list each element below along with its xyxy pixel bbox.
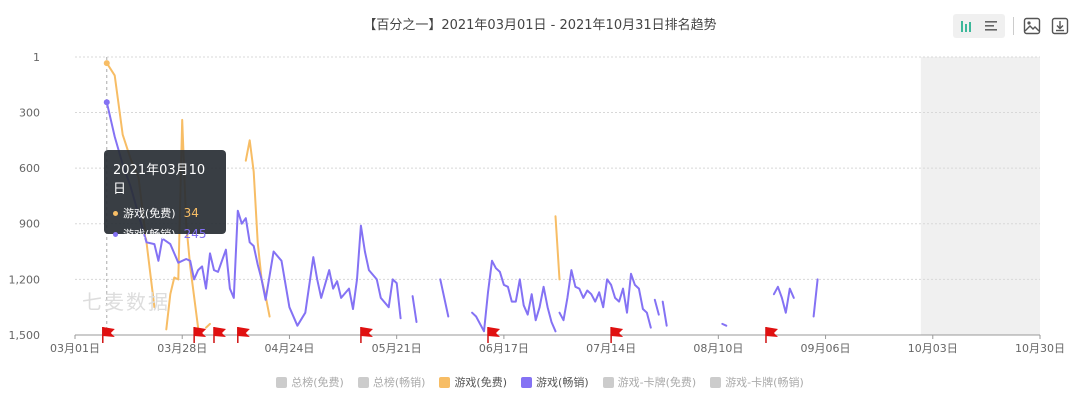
dot-icon bbox=[113, 210, 118, 216]
flag-icon bbox=[360, 327, 373, 337]
legend-label: 游戏-卡牌(免费) bbox=[617, 376, 697, 389]
tooltip-date: 2021年03月10日 bbox=[113, 163, 206, 197]
y-tick-label: 900 bbox=[19, 218, 40, 231]
legend-swatch bbox=[357, 376, 369, 388]
x-tick-label: 07月14日 bbox=[586, 342, 636, 355]
legend-swatch bbox=[602, 376, 614, 388]
flag-icon bbox=[102, 327, 115, 337]
x-tick-label: 06月17日 bbox=[479, 342, 529, 355]
series-line bbox=[653, 298, 660, 316]
legend: 总榜(免费) 总榜(畅销) 游戏(免费) 游戏(畅销) 游戏-卡牌(免费) 游戏… bbox=[0, 374, 1080, 390]
tooltip-label: 游戏(畅销) bbox=[123, 228, 176, 241]
tooltip-row-paid: 游戏(畅销) 245 bbox=[113, 226, 217, 242]
chart-toolbar bbox=[953, 14, 1070, 38]
flag-icon bbox=[194, 327, 207, 337]
legend-item[interactable]: 游戏(免费) bbox=[439, 374, 507, 390]
series-line bbox=[812, 278, 819, 318]
chart-title: 【百分之一】2021年03月01日 - 2021年10月31日排名趋势 bbox=[363, 18, 717, 33]
series-line bbox=[661, 300, 668, 327]
bar-chart-icon[interactable] bbox=[957, 16, 977, 36]
future-shaded-region bbox=[920, 57, 1040, 335]
legend-label: 游戏(免费) bbox=[454, 376, 508, 389]
x-tick-label: 03月28日 bbox=[157, 342, 207, 355]
dot-icon bbox=[113, 231, 118, 237]
legend-item[interactable]: 总榜(畅销) bbox=[357, 374, 426, 390]
legend-swatch bbox=[521, 376, 533, 388]
legend-label: 游戏(畅销) bbox=[536, 376, 589, 389]
legend-item[interactable]: 游戏-卡牌(畅销) bbox=[710, 374, 804, 390]
legend-item[interactable]: 总榜(免费) bbox=[276, 374, 344, 390]
tooltip-label: 游戏(免费) bbox=[123, 207, 176, 220]
highlight-point bbox=[103, 99, 110, 106]
x-tick-label: 04月24日 bbox=[264, 342, 314, 355]
x-tick-label: 05月21日 bbox=[372, 342, 422, 355]
flag-icon bbox=[611, 327, 624, 337]
flag-icon bbox=[213, 327, 226, 337]
legend-item[interactable]: 游戏-卡牌(免费) bbox=[602, 374, 697, 390]
y-tick-label: 1,500 bbox=[9, 329, 41, 342]
tooltip: 2021年03月10日 游戏(免费) 34 游戏(畅销) 245 bbox=[104, 150, 226, 241]
y-tick-label: 1,200 bbox=[9, 273, 41, 286]
toolbar-divider bbox=[1013, 17, 1014, 35]
series-line bbox=[558, 269, 652, 329]
flag-icon bbox=[488, 327, 501, 337]
tooltip-row-free: 游戏(免费) 34 bbox=[113, 205, 217, 221]
x-tick-label: 10月03日 bbox=[908, 342, 958, 355]
highlight-point bbox=[103, 60, 110, 67]
legend-swatch bbox=[439, 376, 451, 388]
series-line bbox=[772, 285, 795, 314]
x-tick-label: 03月01日 bbox=[50, 342, 100, 355]
legend-label: 总榜(畅销) bbox=[372, 376, 426, 389]
flag-icon bbox=[237, 327, 250, 337]
y-tick-label: 1 bbox=[33, 51, 40, 64]
y-tick-label: 300 bbox=[19, 106, 40, 119]
legend-label: 总榜(免费) bbox=[291, 376, 344, 389]
view-toggle bbox=[953, 14, 1005, 38]
series-line bbox=[554, 215, 561, 281]
series-line bbox=[471, 259, 557, 333]
legend-label: 游戏-卡牌(畅销) bbox=[725, 376, 804, 389]
series-line bbox=[205, 322, 211, 329]
download-icon[interactable] bbox=[1050, 16, 1070, 36]
legend-item[interactable]: 游戏(畅销) bbox=[521, 374, 589, 390]
series-line bbox=[721, 322, 728, 327]
watermark: 七麦数据 bbox=[82, 290, 170, 314]
legend-swatch bbox=[710, 376, 722, 388]
list-icon[interactable] bbox=[981, 16, 1001, 36]
x-tick-label: 10月30日 bbox=[1015, 342, 1065, 355]
flag-icon bbox=[765, 327, 778, 337]
series-line bbox=[411, 295, 418, 323]
legend-swatch bbox=[276, 376, 288, 388]
series-line bbox=[244, 139, 271, 318]
series-line bbox=[439, 278, 450, 318]
x-tick-label: 08月10日 bbox=[693, 342, 743, 355]
tooltip-value: 245 bbox=[183, 227, 207, 241]
y-tick-label: 600 bbox=[19, 162, 40, 175]
image-icon[interactable] bbox=[1022, 16, 1042, 36]
tooltip-value: 34 bbox=[183, 206, 199, 220]
x-tick-label: 09月06日 bbox=[801, 342, 851, 355]
